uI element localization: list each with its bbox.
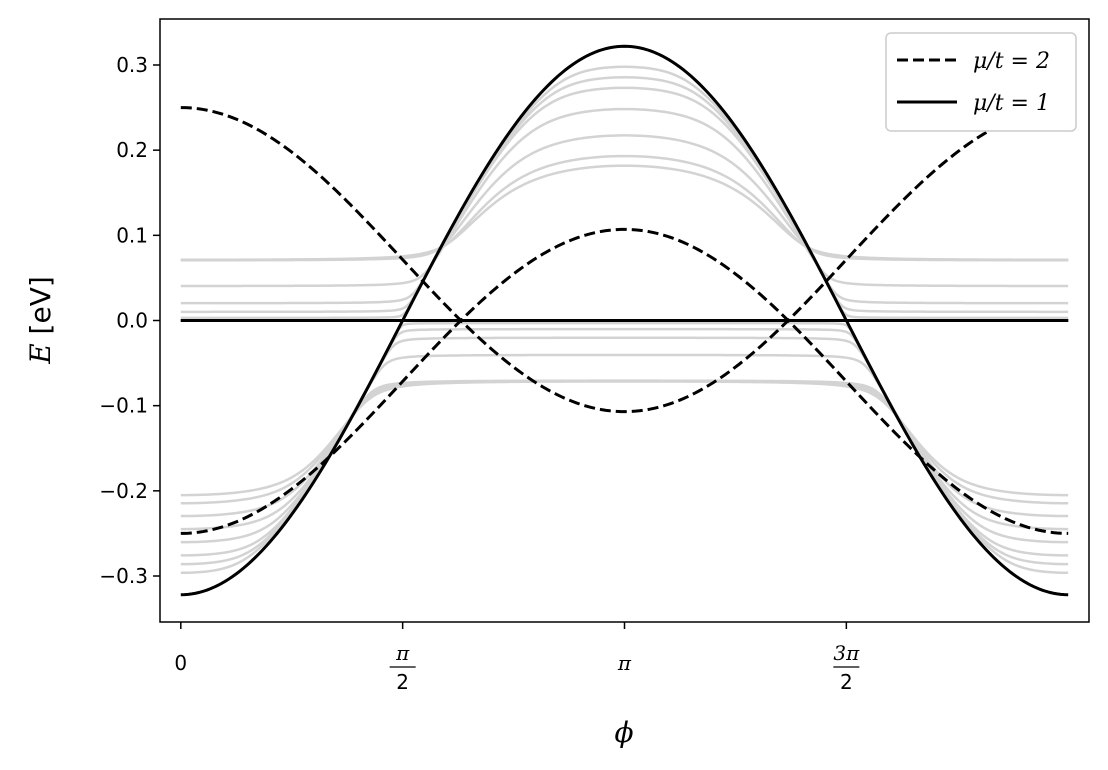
legend-label-0: μ/t = 2 bbox=[973, 49, 1050, 74]
legend-box bbox=[885, 32, 1077, 132]
x-axis-label: ϕ bbox=[614, 716, 633, 749]
y-tick-label-5: −0.2 bbox=[99, 479, 148, 503]
y-tick-label-1: 0.2 bbox=[116, 138, 148, 162]
legend-label-1: μ/t = 1 bbox=[973, 91, 1050, 116]
axis-ticks: 0 π 2 π 3π 2 0.3 0.2 0.1 0.0 −0.1 −0.2 −0.3 bbox=[99, 53, 860, 694]
x-tick-label-0: 0 bbox=[174, 651, 187, 675]
x-tick-label-2: π bbox=[617, 651, 632, 675]
y-tick-label-2: 0.1 bbox=[116, 223, 148, 247]
y-tick-label-3: 0.0 bbox=[116, 309, 148, 333]
series-line-0 bbox=[180, 106, 1069, 414]
y-tick-label-4: −0.1 bbox=[99, 394, 148, 418]
x-tick-denominator-3: 2 bbox=[840, 670, 853, 694]
gray-curve-upper-3 bbox=[180, 107, 1069, 288]
plot-area bbox=[180, 44, 1069, 597]
gray-curve-upper-6 bbox=[180, 164, 1069, 262]
x-tick-label-1: π bbox=[395, 641, 410, 665]
legend: μ/t = 2 μ/t = 1 bbox=[885, 32, 1077, 132]
y-tick-label-6: −0.3 bbox=[99, 564, 148, 588]
gray-curve-upper-0 bbox=[180, 65, 1069, 320]
y-axis-label: E [eV] bbox=[24, 276, 57, 365]
gray-curve-lower-7 bbox=[180, 380, 1069, 497]
y-tick-label-0: 0.3 bbox=[116, 53, 148, 77]
gray-curve-upper-1 bbox=[180, 76, 1069, 314]
x-tick-label-3: 3π bbox=[833, 641, 860, 665]
x-tick-denominator-1: 2 bbox=[396, 670, 409, 694]
gray-curve-upper-2 bbox=[180, 86, 1069, 305]
